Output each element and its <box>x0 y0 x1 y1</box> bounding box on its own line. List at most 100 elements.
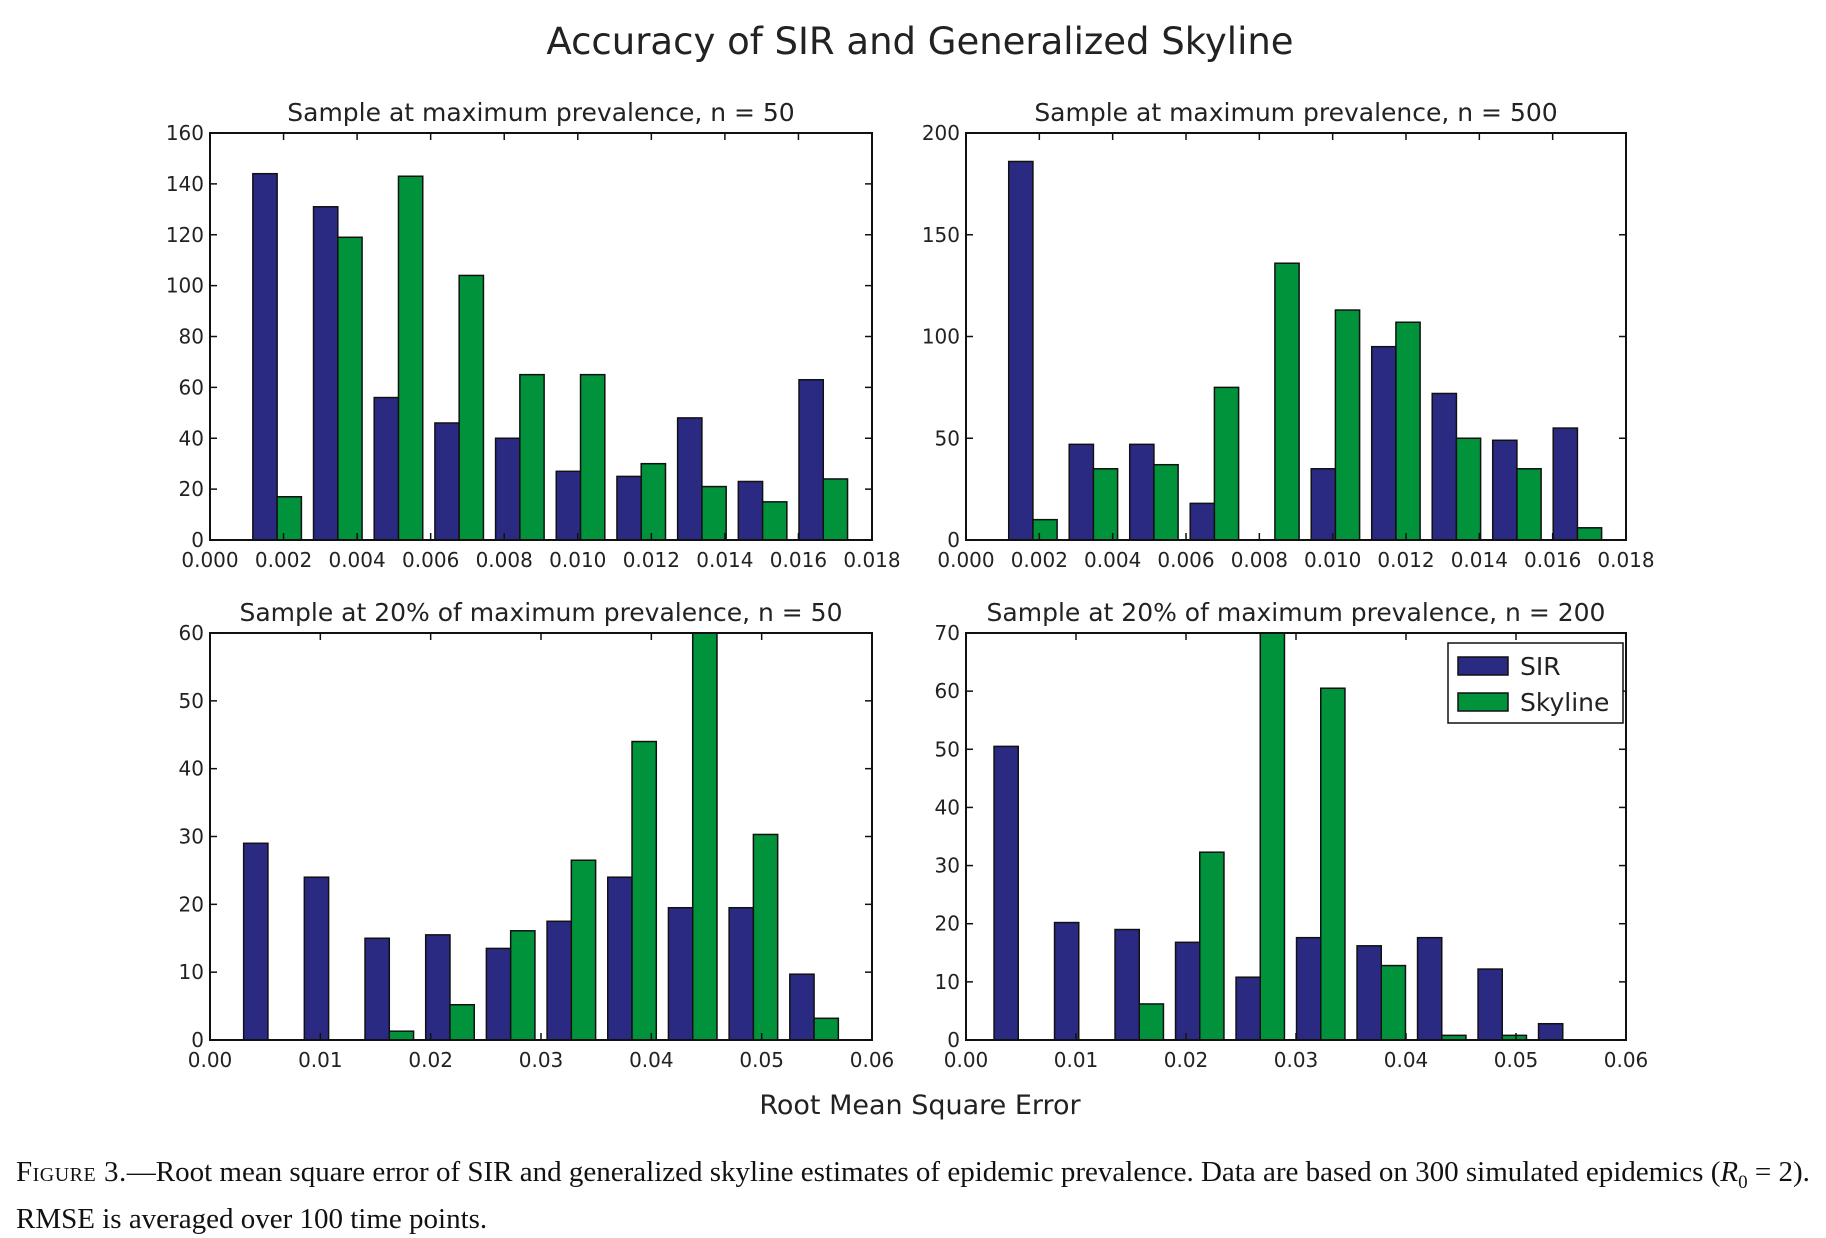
legend-swatch-sir <box>1457 656 1509 676</box>
panel-max-prevalence-n500: Sample at maximum prevalence, n = 500 0.0… <box>922 98 1655 572</box>
bars <box>1007 160 1603 540</box>
y-tick-label: 60 <box>179 621 204 645</box>
y-tick-label: 10 <box>179 960 204 984</box>
bar-skyline-3 <box>449 1003 475 1040</box>
bar-skyline-2 <box>1153 463 1179 540</box>
y-tick-label: 0 <box>191 528 204 552</box>
x-tick-label: 0.06 <box>850 1048 895 1072</box>
panel-title: Sample at maximum prevalence, n = 50 <box>287 98 794 127</box>
bar-skyline-8 <box>1516 468 1542 540</box>
x-tick-label: 0.01 <box>1054 1048 1099 1072</box>
bar-skyline-4 <box>509 930 536 1040</box>
y-tick-label: 30 <box>179 825 204 849</box>
x-tick-label: 0.006 <box>1157 548 1214 572</box>
x-tick-label: 0.016 <box>1524 548 1581 572</box>
y-tick-label: 200 <box>922 121 960 145</box>
bar-sir-4 <box>494 437 521 540</box>
bar-skyline-9 <box>822 478 849 540</box>
y-tick-label: 100 <box>922 325 960 349</box>
bars <box>252 172 849 540</box>
bar-skyline-6 <box>640 462 667 540</box>
x-tick-label: 0.06 <box>1604 1048 1649 1072</box>
bar-skyline-7 <box>701 485 727 540</box>
panel-title: Sample at maximum prevalence, n = 500 <box>1034 98 1557 127</box>
legend-label-skyline: Skyline <box>1520 688 1609 717</box>
x-tick-label: 0.00 <box>944 1048 989 1072</box>
x-tick-label: 0.014 <box>1451 548 1508 572</box>
y-tick-label: 50 <box>179 689 204 713</box>
y-tick-label: 20 <box>179 892 204 916</box>
bar-sir-8 <box>737 480 764 540</box>
figure-caption: Figure 3.—Root mean square error of SIR … <box>16 1154 1812 1238</box>
bar-skyline-0 <box>276 496 303 540</box>
x-tick-label: 0.02 <box>408 1048 453 1072</box>
bar-skyline-7 <box>1455 437 1482 540</box>
x-tick-label: 0.002 <box>1011 548 1068 572</box>
panel-title: Sample at 20% of maximum prevalence, n =… <box>239 598 842 627</box>
bars <box>242 633 840 1040</box>
bar-skyline-4 <box>1274 262 1300 540</box>
y-tick-label: 140 <box>166 172 204 196</box>
x-tick-label: 0.000 <box>181 548 238 572</box>
bar-sir-2 <box>364 937 391 1040</box>
bar-skyline-0 <box>1032 518 1058 540</box>
y-tick-label: 40 <box>179 757 204 781</box>
panel-20pct-prevalence-n200: Sample at 20% of maximum prevalence, n =… <box>935 598 1649 1072</box>
bar-sir-6 <box>1356 945 1383 1040</box>
y-tick-label: 150 <box>922 223 960 247</box>
y-tick-label: 20 <box>179 477 204 501</box>
x-tick-label: 0.02 <box>1164 1048 1209 1072</box>
x-tick-label: 0.008 <box>476 548 533 572</box>
y-tick-label: 10 <box>935 970 960 994</box>
y-tick-label: 50 <box>935 737 960 761</box>
bar-sir-3 <box>1189 502 1216 540</box>
bar-skyline-6 <box>1395 321 1421 540</box>
bar-skyline-1 <box>337 236 363 540</box>
bar-skyline-8 <box>761 501 788 540</box>
bar-sir-9 <box>789 973 815 1040</box>
x-tick-label: 0.006 <box>402 548 459 572</box>
bar-skyline-3 <box>458 274 485 540</box>
x-tick-label: 0.05 <box>1494 1048 1539 1072</box>
bar-skyline-5 <box>1334 309 1361 540</box>
bar-skyline-3 <box>1199 851 1225 1040</box>
bar-skyline-2 <box>397 175 424 540</box>
y-tick-label: 50 <box>935 426 960 450</box>
bar-sir-0 <box>242 842 269 1040</box>
y-tick-label: 40 <box>935 795 960 819</box>
bar-skyline-9 <box>1576 527 1603 540</box>
x-tick-label: 0.04 <box>1384 1048 1429 1072</box>
bar-sir-7 <box>667 906 694 1040</box>
x-tick-label: 0.002 <box>255 548 312 572</box>
x-axis-label: Root Mean Square Error <box>759 1090 1081 1121</box>
bar-sir-4 <box>1235 976 1262 1040</box>
y-tick-label: 0 <box>947 1028 960 1052</box>
bar-sir-5 <box>546 920 573 1040</box>
bar-sir-8 <box>1491 439 1518 540</box>
figure-title: Accuracy of SIR and Generalized Skyline <box>546 20 1293 63</box>
y-tick-label: 80 <box>179 325 204 349</box>
bar-sir-2 <box>373 396 400 540</box>
bar-sir-1 <box>1068 443 1095 540</box>
y-tick-label: 40 <box>179 426 204 450</box>
bars <box>993 633 1564 1040</box>
bar-skyline-2 <box>388 1030 415 1040</box>
caption-label: Figure 3. <box>16 1156 127 1188</box>
x-tick-label: 0.014 <box>696 548 753 572</box>
x-tick-label: 0.018 <box>843 548 900 572</box>
y-tick-label: 160 <box>166 121 204 145</box>
x-tick-label: 0.008 <box>1231 548 1288 572</box>
caption-text-b: = 2). RMSE is averaged over 100 time poi… <box>16 1156 1810 1235</box>
y-tick-label: 0 <box>947 528 960 552</box>
bar-sir-2 <box>1114 928 1141 1040</box>
y-tick-label: 60 <box>935 679 960 703</box>
y-tick-label: 20 <box>935 912 960 936</box>
bar-skyline-1 <box>1092 468 1119 540</box>
y-tick-label: 100 <box>166 274 204 298</box>
panel-title: Sample at 20% of maximum prevalence, n =… <box>987 598 1606 627</box>
bar-skyline-4 <box>1259 633 1286 1040</box>
bar-sir-3 <box>434 422 460 540</box>
bar-sir-7 <box>676 417 703 540</box>
bar-sir-2 <box>1128 443 1155 540</box>
bar-sir-3 <box>1174 941 1201 1040</box>
